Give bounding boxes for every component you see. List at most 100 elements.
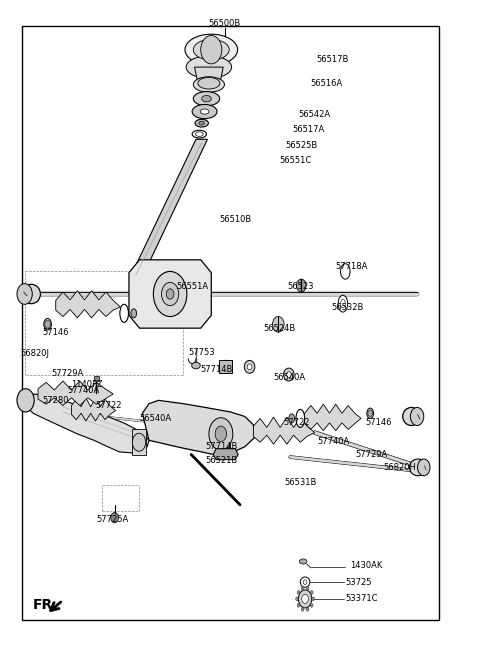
Ellipse shape (195, 132, 203, 136)
Polygon shape (213, 449, 238, 460)
Text: 56540A: 56540A (140, 414, 172, 423)
Text: 57740A: 57740A (68, 386, 100, 395)
Text: 57714B: 57714B (201, 365, 233, 374)
Ellipse shape (44, 318, 51, 330)
Ellipse shape (300, 577, 310, 587)
Text: 56532B: 56532B (331, 303, 363, 312)
Circle shape (299, 590, 312, 608)
Circle shape (201, 36, 222, 64)
Circle shape (410, 408, 424, 426)
Text: 56820H: 56820H (384, 463, 417, 472)
Circle shape (306, 607, 309, 611)
Text: 56523: 56523 (287, 282, 313, 291)
Ellipse shape (202, 96, 211, 102)
Text: 56542A: 56542A (299, 110, 331, 119)
Text: 56524B: 56524B (263, 324, 295, 333)
Circle shape (166, 289, 174, 299)
Bar (132, 430, 146, 455)
Circle shape (306, 587, 309, 590)
Text: 56500B: 56500B (208, 19, 241, 28)
Ellipse shape (367, 408, 373, 419)
Ellipse shape (244, 360, 255, 373)
Circle shape (301, 607, 304, 611)
Bar (94, 376, 99, 381)
Circle shape (368, 410, 372, 417)
Circle shape (418, 459, 430, 475)
Ellipse shape (247, 364, 252, 370)
Text: 1140FZ: 1140FZ (72, 380, 103, 389)
Ellipse shape (403, 408, 420, 426)
Ellipse shape (192, 130, 206, 138)
Polygon shape (38, 381, 113, 406)
Bar (219, 441, 230, 452)
Text: 56521B: 56521B (205, 457, 238, 466)
Circle shape (17, 284, 32, 304)
Circle shape (301, 587, 304, 590)
Ellipse shape (192, 362, 200, 369)
Text: 57722: 57722 (96, 401, 122, 410)
Circle shape (111, 512, 119, 523)
Polygon shape (27, 394, 149, 453)
Ellipse shape (193, 39, 229, 60)
Text: 56525B: 56525B (285, 141, 317, 151)
Text: 56510B: 56510B (219, 215, 251, 224)
Text: 57729A: 57729A (51, 369, 83, 378)
Text: FR.: FR. (33, 598, 59, 612)
Circle shape (273, 317, 284, 332)
Circle shape (297, 279, 306, 292)
Text: 53725: 53725 (345, 578, 372, 587)
Text: 56820J: 56820J (21, 349, 50, 358)
Text: 56517B: 56517B (317, 56, 349, 65)
Circle shape (312, 597, 315, 601)
Circle shape (297, 590, 300, 594)
Ellipse shape (131, 309, 137, 318)
Circle shape (215, 426, 227, 442)
Text: 56540A: 56540A (274, 373, 306, 382)
Ellipse shape (296, 410, 305, 428)
Ellipse shape (193, 77, 225, 92)
Polygon shape (143, 401, 254, 455)
Ellipse shape (284, 368, 294, 381)
Circle shape (17, 389, 34, 412)
Bar (22, 26, 439, 620)
Ellipse shape (192, 105, 217, 119)
Ellipse shape (340, 300, 345, 308)
Circle shape (45, 320, 50, 328)
Polygon shape (130, 140, 207, 278)
Ellipse shape (193, 92, 220, 106)
Polygon shape (72, 398, 116, 421)
Ellipse shape (220, 360, 231, 373)
Text: 57280: 57280 (43, 396, 69, 405)
Ellipse shape (340, 264, 350, 279)
Ellipse shape (185, 34, 238, 65)
Ellipse shape (198, 78, 220, 89)
Text: 56516A: 56516A (311, 79, 343, 88)
Text: 57146: 57146 (365, 419, 392, 428)
Text: 56551A: 56551A (177, 282, 209, 291)
Text: 57714B: 57714B (205, 443, 238, 452)
Circle shape (310, 590, 313, 594)
Circle shape (132, 433, 146, 452)
Polygon shape (305, 404, 361, 431)
Polygon shape (253, 417, 315, 444)
Ellipse shape (200, 109, 209, 114)
Ellipse shape (199, 121, 204, 125)
Ellipse shape (219, 440, 230, 452)
Circle shape (302, 594, 309, 603)
Ellipse shape (300, 559, 307, 564)
Circle shape (209, 418, 233, 450)
Polygon shape (129, 260, 211, 328)
Ellipse shape (186, 56, 232, 78)
Circle shape (296, 597, 299, 601)
Text: 57740A: 57740A (318, 437, 350, 446)
Text: 57718A: 57718A (336, 262, 368, 271)
Ellipse shape (303, 580, 307, 585)
Text: 56531B: 56531B (284, 479, 316, 487)
Text: 57729A: 57729A (356, 450, 388, 459)
Circle shape (310, 603, 313, 607)
Polygon shape (194, 67, 223, 83)
Text: 1430AK: 1430AK (350, 561, 383, 570)
Circle shape (154, 271, 187, 317)
Ellipse shape (195, 120, 208, 127)
Ellipse shape (287, 371, 291, 377)
